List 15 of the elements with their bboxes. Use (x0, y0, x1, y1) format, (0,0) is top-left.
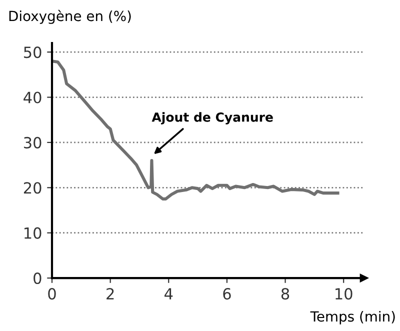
y-tick-label: 30 (24, 136, 42, 148)
y-tick-label: 20 (24, 182, 42, 194)
y-tick-label: 10 (24, 227, 42, 239)
y-tick-label: 0 (34, 272, 42, 284)
x-tick-label: 8 (281, 288, 290, 300)
x-tick-label: 4 (164, 288, 173, 300)
x-tick-label: 10 (336, 288, 352, 300)
x-tick-label: 0 (48, 288, 56, 300)
x-tick-label: 6 (223, 288, 231, 300)
x-axis-title: Temps (min) (310, 310, 395, 324)
y-axis-title: Dioxygène en (%) (9, 10, 131, 24)
annotation: Ajout de Cyanure (152, 112, 273, 124)
y-tick-label: 40 (24, 92, 42, 104)
y-tick-label: 50 (24, 46, 42, 58)
x-tick-label: 2 (106, 288, 114, 300)
